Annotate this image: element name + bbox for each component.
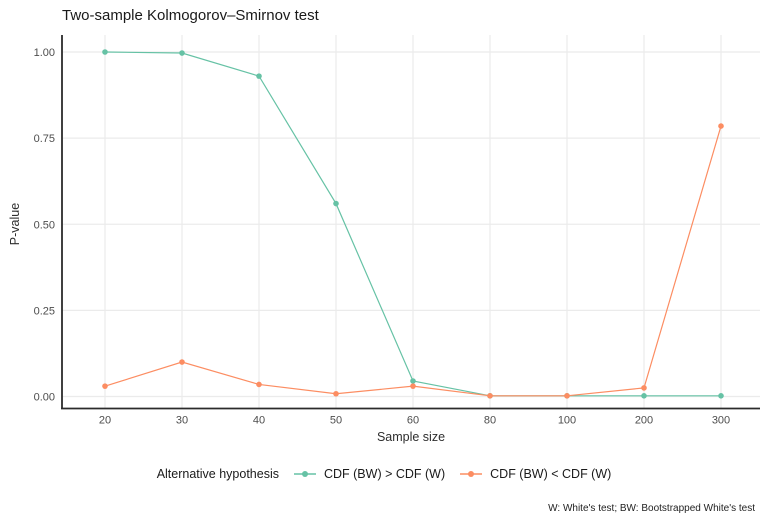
x-axis-title: Sample size <box>376 430 446 444</box>
y-tick-label: 0.75 <box>34 133 55 145</box>
data-point <box>641 393 647 399</box>
chart-title: Two-sample Kolmogorov–Smirnov test <box>62 7 319 24</box>
legend-item-label: CDF (BW) > CDF (W) <box>323 467 446 481</box>
data-point <box>256 73 262 79</box>
line-dot-key-icon <box>293 471 316 477</box>
x-tick-label: 100 <box>558 415 576 427</box>
legend-item-cdf-less: CDF (BW) < CDF (W) <box>459 467 611 481</box>
y-axis-title: P-value <box>8 202 22 246</box>
y-tick-label: 1.00 <box>34 47 55 59</box>
plot-area: 0.00 0.25 0.50 0.75 1.00 20 30 40 50 60 80 100 200 30… <box>34 35 760 427</box>
caption: W: White's test; BW: Bootstrapped White'… <box>548 503 755 514</box>
x-tick-label: 80 <box>484 415 496 427</box>
data-point <box>333 390 339 397</box>
data-point <box>410 378 416 384</box>
data-point <box>102 49 108 55</box>
legend-key-dot <box>301 471 308 477</box>
x-tick-label: 20 <box>99 415 111 427</box>
data-point <box>179 50 185 56</box>
line-dot-key-icon <box>460 471 483 477</box>
data-point <box>256 381 262 388</box>
x-tick-label: 300 <box>712 415 730 427</box>
data-point <box>641 385 647 391</box>
data-point <box>487 393 493 399</box>
y-tick-label: 0.50 <box>34 219 55 231</box>
data-point <box>179 359 185 365</box>
data-point <box>410 383 416 389</box>
data-point <box>564 393 570 399</box>
data-point <box>718 393 724 399</box>
data-point <box>718 123 724 129</box>
x-tick-label: 40 <box>253 415 265 427</box>
legend: Alternative hypothesis CDF (BW) > CDF (W… <box>0 463 768 485</box>
y-tick-label: 0.25 <box>34 305 55 317</box>
legend-key-dot <box>468 471 475 477</box>
legend-item-cdf-greater: CDF (BW) > CDF (W) <box>293 467 445 481</box>
y-tick-label: 0.00 <box>34 392 55 404</box>
data-point <box>102 383 108 389</box>
x-tick-label: 200 <box>635 415 653 427</box>
legend-title: Alternative hypothesis <box>156 467 279 481</box>
data-point <box>333 200 339 207</box>
legend-item-label: CDF (BW) < CDF (W) <box>490 467 612 481</box>
x-tick-label: 60 <box>407 415 419 427</box>
x-tick-label: 30 <box>176 415 188 427</box>
x-tick-label: 50 <box>330 415 342 427</box>
